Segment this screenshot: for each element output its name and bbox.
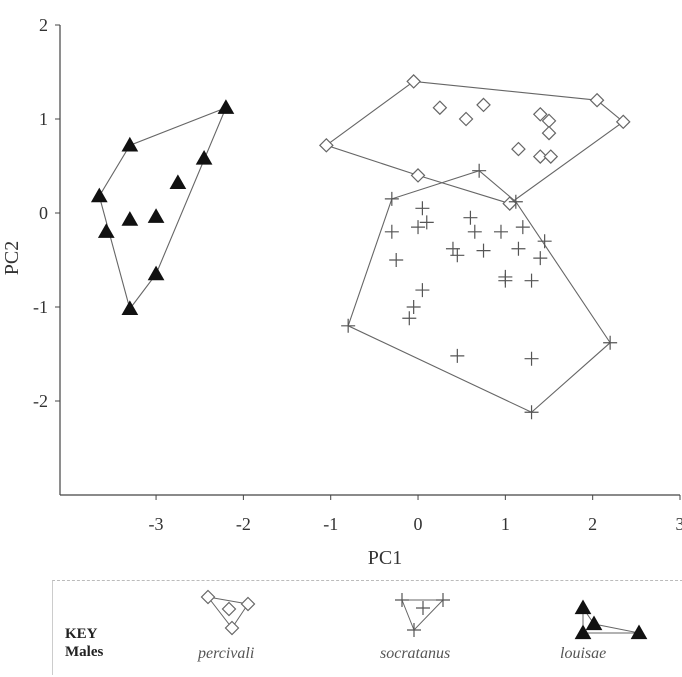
legend-label-socratanus: socratanus	[380, 645, 451, 662]
legend-plus-icon	[436, 593, 450, 607]
point-socratanus	[511, 241, 526, 256]
x-tick-label: 1	[501, 514, 510, 534]
legend-plus-icon	[395, 593, 409, 607]
point-socratanus	[533, 251, 548, 266]
legend-diamond-icon	[221, 601, 237, 617]
point-socratanus	[415, 201, 430, 216]
legend-plus-icon	[407, 623, 421, 637]
legend-hull-socratanus	[401, 599, 445, 631]
point-louisae	[195, 149, 213, 165]
point-socratanus	[384, 224, 399, 239]
y-tick-label: 2	[39, 15, 48, 35]
x-tick-label: -2	[236, 514, 251, 534]
legend-triangle-icon	[630, 624, 648, 640]
legend-triangle-icon	[585, 615, 603, 631]
point-percivali	[406, 74, 422, 89]
point-socratanus	[415, 283, 430, 298]
point-socratanus	[463, 210, 478, 225]
x-tick-label: -1	[323, 514, 338, 534]
point-socratanus	[402, 311, 417, 326]
legend-hull-percivali	[206, 596, 249, 629]
y-tick-label: -1	[33, 297, 48, 317]
point-socratanus	[384, 191, 399, 206]
point-socratanus	[467, 224, 482, 239]
point-louisae	[169, 174, 187, 190]
point-socratanus	[537, 234, 552, 249]
point-socratanus	[450, 348, 465, 363]
point-socratanus	[508, 194, 523, 209]
key-title-line2: Males	[65, 644, 104, 660]
point-socratanus	[389, 253, 404, 267]
axes: -3 -2 -1 0 1 2 3 -2 -1 0 1 2	[33, 15, 682, 534]
data-points	[90, 74, 631, 420]
point-socratanus	[524, 405, 539, 420]
legend-plus-icon	[416, 601, 430, 615]
point-socratanus	[450, 248, 465, 263]
hull-louisae	[98, 106, 227, 311]
legend-label-percivali: percivali	[198, 645, 255, 662]
point-socratanus	[411, 220, 426, 235]
x-axis-title: PC1	[368, 547, 402, 569]
legend-label-louisae: louisae	[560, 645, 607, 662]
legend-key	[52, 580, 682, 675]
point-socratanus	[341, 318, 356, 333]
point-percivali	[532, 106, 548, 122]
y-tick-label: 0	[39, 203, 48, 223]
point-percivali	[615, 114, 631, 130]
point-socratanus	[498, 273, 513, 288]
point-louisae	[121, 136, 139, 152]
point-louisae	[121, 300, 139, 316]
point-percivali	[432, 100, 448, 116]
x-tick-label: -3	[149, 514, 164, 534]
point-socratanus	[493, 224, 508, 239]
point-louisae	[147, 265, 165, 281]
point-louisae	[97, 223, 115, 238]
point-percivali	[318, 137, 334, 153]
point-percivali	[541, 125, 557, 141]
point-percivali	[511, 141, 526, 157]
point-percivali	[543, 149, 559, 164]
legend-triangle-icon	[574, 599, 592, 615]
key-title-line1: KEY	[65, 626, 98, 642]
point-socratanus	[419, 215, 434, 230]
point-louisae	[121, 211, 139, 226]
point-louisae	[90, 187, 108, 203]
key-title: KEY Males	[65, 625, 103, 661]
y-tick-label: 1	[39, 109, 48, 129]
point-socratanus	[472, 163, 487, 178]
legend-diamond-icon	[240, 596, 256, 612]
point-louisae	[147, 208, 165, 223]
legend-triangle-icon	[574, 624, 592, 640]
point-percivali	[476, 97, 491, 113]
pca-scatter-plot: -3 -2 -1 0 1 2 3 -2 -1 0 1 2 PC1 PC2	[1, 15, 682, 569]
legend-diamond-icon	[224, 620, 240, 636]
point-percivali	[458, 111, 474, 127]
point-percivali	[410, 168, 426, 183]
legend-diamond-icon	[200, 589, 216, 605]
x-tick-label: 2	[588, 514, 597, 534]
point-socratanus	[515, 220, 530, 235]
x-tick-label: 0	[414, 514, 423, 534]
point-socratanus	[406, 300, 421, 314]
point-louisae	[217, 99, 235, 114]
point-percivali	[532, 149, 548, 164]
point-percivali	[589, 92, 605, 108]
point-socratanus	[524, 351, 539, 366]
point-socratanus	[524, 273, 539, 288]
x-tick-label: 3	[676, 514, 682, 534]
point-socratanus	[476, 243, 491, 258]
y-tick-label: -2	[33, 391, 48, 411]
y-axis-title: PC2	[1, 241, 23, 275]
point-socratanus	[603, 335, 618, 350]
